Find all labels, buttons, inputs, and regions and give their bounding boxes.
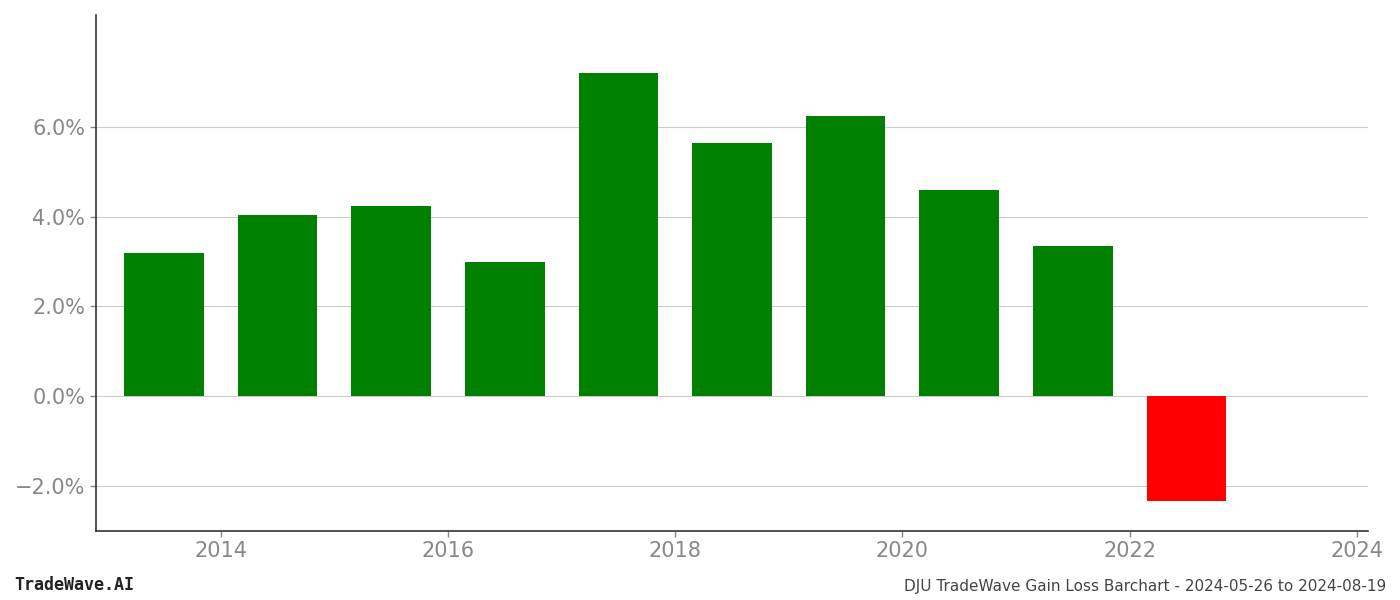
Bar xyxy=(1033,246,1113,396)
Bar xyxy=(692,143,771,396)
Bar xyxy=(125,253,204,396)
Bar xyxy=(1147,396,1226,502)
Bar xyxy=(465,262,545,396)
Bar xyxy=(351,206,431,396)
Text: DJU TradeWave Gain Loss Barchart - 2024-05-26 to 2024-08-19: DJU TradeWave Gain Loss Barchart - 2024-… xyxy=(904,579,1386,594)
Bar xyxy=(806,116,885,396)
Text: TradeWave.AI: TradeWave.AI xyxy=(14,576,134,594)
Bar xyxy=(920,190,1000,396)
Bar xyxy=(578,73,658,396)
Bar xyxy=(238,215,318,396)
